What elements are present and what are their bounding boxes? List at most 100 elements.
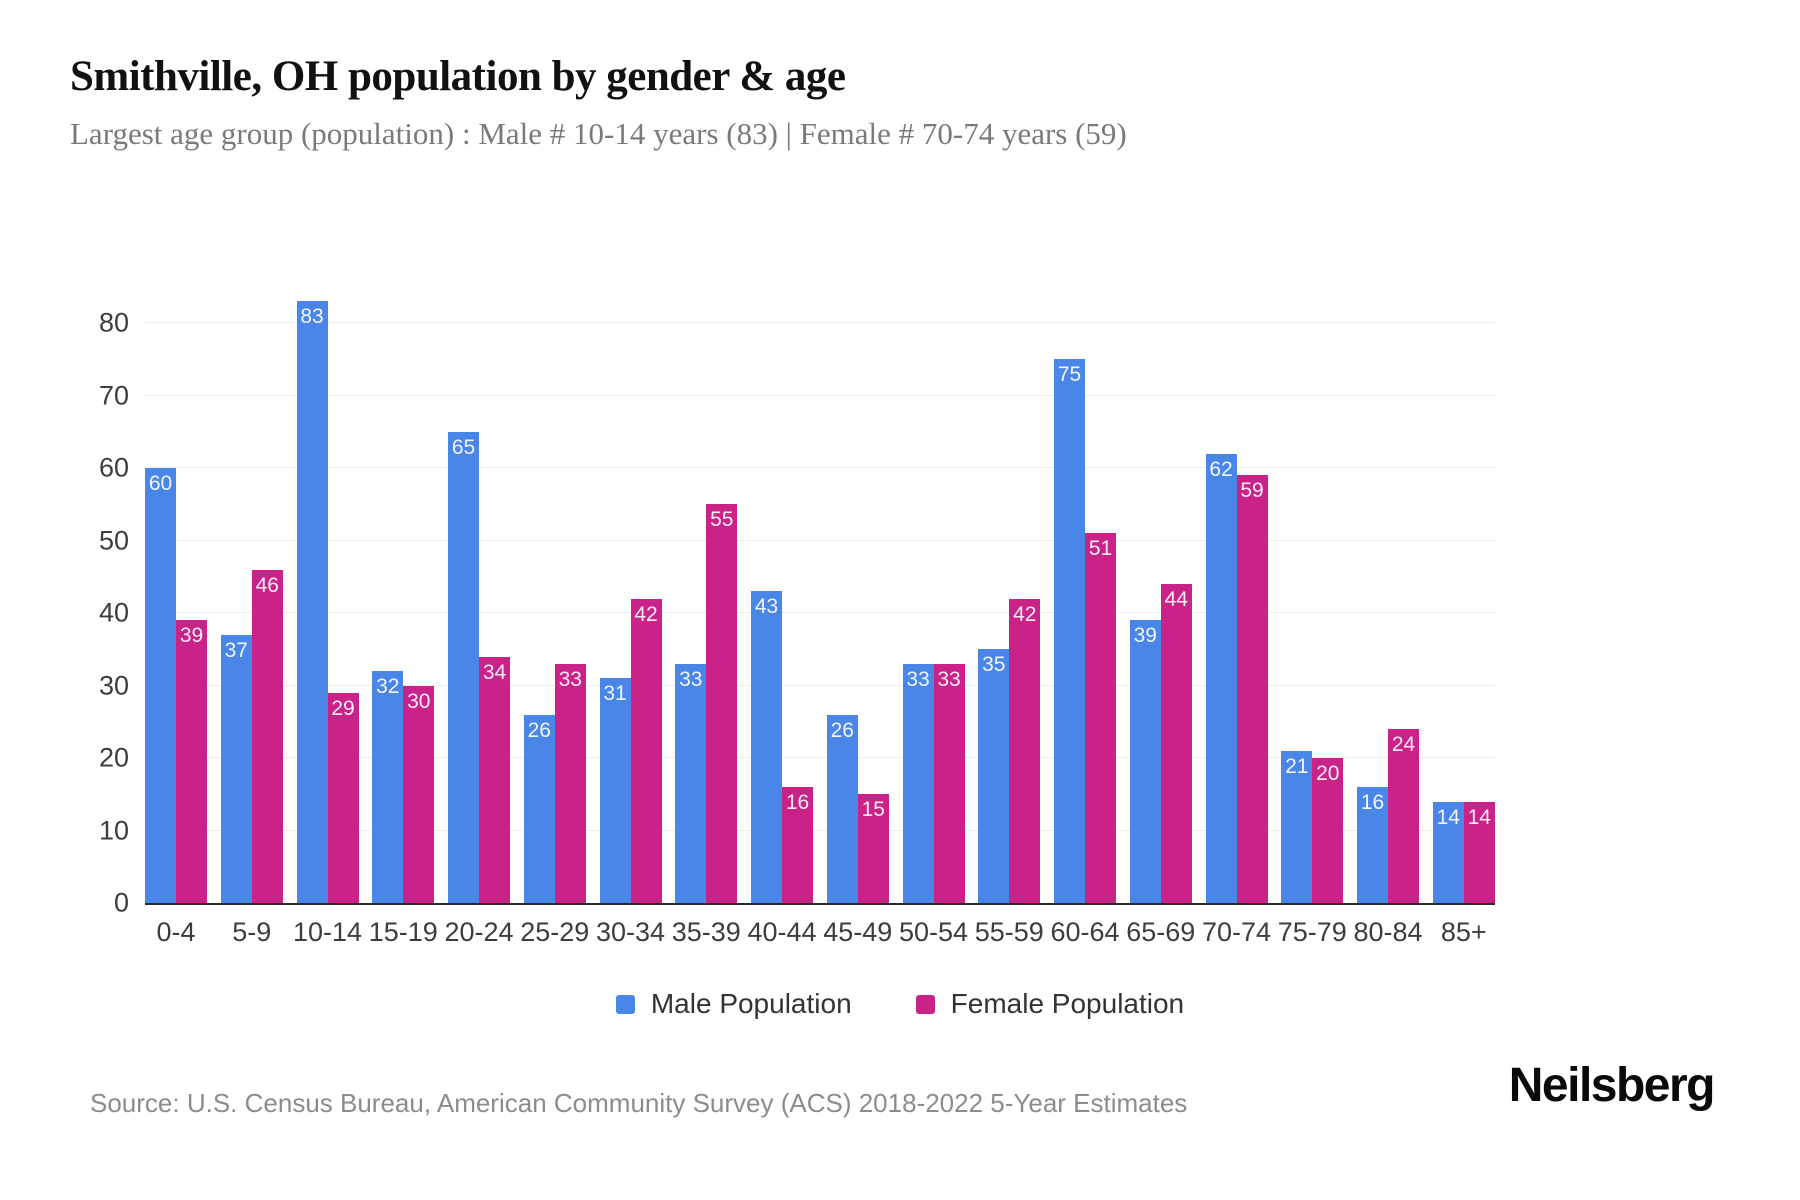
bar-male-40-44: 43 [751, 591, 782, 903]
bar-group-10-14: 83 29 10-14 [293, 263, 362, 947]
bar-value-label: 60 [148, 472, 173, 495]
bar-value-label: 46 [255, 573, 279, 597]
bar-value-label: 39 [179, 624, 204, 648]
bar-value-label: 15 [861, 798, 885, 822]
y-axis-tick-label-20: 20 [98, 742, 129, 773]
x-axis-category-label-80-84: 80-84 [1353, 917, 1423, 947]
bar-female-80-84: 24 [1388, 729, 1419, 903]
bar-value-label: 75 [1057, 363, 1082, 387]
y-axis-tick-label-10: 10 [98, 815, 129, 845]
bar-male-50-54: 33 [902, 663, 934, 903]
bar-male-15-19: 32 [372, 671, 404, 903]
bar-value-label: 20 [1316, 762, 1340, 785]
bar-value-label: 14 [1467, 805, 1491, 829]
y-axis-tick-label-30: 30 [98, 670, 129, 700]
x-axis-category-label-75-79: 75-79 [1277, 917, 1347, 947]
bar-male-10-14: 83 [296, 301, 328, 903]
bar-value-label: 26 [527, 718, 551, 742]
bar-value-label: 59 [1240, 479, 1264, 503]
x-axis-category-label-65-69: 65-69 [1126, 917, 1196, 947]
chart-legend: Male Population Female Population [0, 988, 1800, 1020]
bar-group-85+: 14 14 85+ [1432, 263, 1495, 947]
bar-male-45-49: 26 [826, 714, 858, 903]
bar-female-85+: 14 [1463, 801, 1495, 903]
bar-group-25-29: 26 33 25-29 [520, 263, 589, 947]
bar-group-0-4: 60 39 0-4 [145, 263, 207, 947]
bar-female-30-34: 42 [630, 598, 662, 903]
bar-value-label: 55 [710, 508, 734, 532]
bar-group-60-64: 75 51 60-64 [1050, 263, 1120, 947]
legend-item-male: Male Population [615, 988, 852, 1020]
bar-group-35-39: 33 55 35-39 [672, 263, 741, 947]
bar-value-label: 42 [1013, 602, 1037, 626]
bar-male-35-39: 33 [675, 663, 707, 903]
y-axis-tick-label-50: 50 [98, 525, 129, 555]
bar-group-65-69: 39 44 65-69 [1126, 263, 1195, 947]
bar-female-70-74: 59 [1236, 475, 1268, 903]
bar-groups: 60 39 0-4 37 46 5-9 83 29 10-14 32 30 15-19 65 34 20-2… [145, 263, 1495, 947]
bar-group-15-19: 32 30 15-19 [369, 263, 438, 947]
gridline-80 [145, 322, 1495, 323]
legend-label-female: Female Population [950, 988, 1185, 1019]
bar-value-label: 21 [1285, 754, 1309, 778]
x-axis-category-label-55-59: 55-59 [974, 917, 1044, 947]
x-axis-category-label-70-74: 70-74 [1201, 917, 1272, 947]
x-axis-category-label-30-34: 30-34 [595, 917, 666, 947]
bar-value-label: 65 [451, 435, 476, 459]
bar-value-label: 29 [331, 696, 355, 720]
bar-male-75-79: 21 [1281, 750, 1313, 903]
bar-male-25-29: 26 [523, 714, 555, 903]
bar-female-55-59: 42 [1009, 598, 1041, 903]
x-axis-category-label-40-44: 40-44 [747, 917, 817, 947]
x-axis-category-label-85+: 85+ [1440, 917, 1487, 947]
page-title: Smithville, OH population by gender & ag… [70, 53, 846, 100]
bar-female-35-39: 55 [706, 504, 738, 903]
bar-value-label: 34 [482, 660, 507, 684]
source-text: Source: U.S. Census Bureau, American Com… [90, 1088, 1188, 1118]
bar-male-85+: 14 [1432, 801, 1464, 903]
bar-group-5-9: 37 46 5-9 [220, 263, 283, 947]
bar-group-75-79: 21 20 75-79 [1278, 263, 1347, 947]
bar-group-50-54: 33 33 50-54 [899, 263, 968, 947]
bar-female-15-19: 30 [403, 685, 435, 903]
gridline-50 [145, 539, 1495, 541]
x-axis-category-label-20-24: 20-24 [444, 917, 514, 947]
legend-swatch-male [615, 994, 635, 1014]
bar-female-25-29: 33 [554, 663, 586, 903]
legend-item-female: Female Population [915, 988, 1185, 1020]
x-axis-category-label-45-49: 45-49 [823, 917, 893, 947]
x-axis-category-label-60-64: 60-64 [1050, 917, 1120, 947]
bar-male-20-24: 65 [448, 431, 479, 903]
bar-male-60-64: 75 [1054, 359, 1085, 903]
bar-value-label: 30 [407, 689, 431, 713]
x-axis-category-label-15-19: 15-19 [368, 917, 438, 947]
page-subtitle: Largest age group (population) : Male # … [70, 116, 1127, 151]
y-axis-tick-label-70: 70 [98, 380, 129, 410]
bar-value-label: 33 [558, 667, 582, 691]
bar-female-20-24: 34 [479, 656, 510, 903]
bar-value-label: 33 [906, 667, 930, 691]
x-axis-category-label-10-14: 10-14 [292, 917, 363, 947]
bar-group-40-44: 43 16 40-44 [747, 263, 817, 947]
bar-female-50-54: 33 [933, 663, 965, 903]
gridline-20 [145, 757, 1495, 758]
bar-group-55-59: 35 42 55-59 [975, 263, 1044, 947]
x-axis-category-label-35-39: 35-39 [671, 917, 741, 947]
y-axis-tick-label-60: 60 [98, 452, 129, 483]
gridline-30 [145, 684, 1495, 686]
bar-value-label: 83 [300, 305, 324, 329]
bar-female-40-44: 16 [782, 787, 813, 903]
bar-value-label: 16 [1360, 791, 1385, 814]
bar-value-label: 33 [679, 667, 703, 691]
bar-male-5-9: 37 [220, 634, 252, 903]
gridline-40 [145, 612, 1495, 613]
bar-value-label: 51 [1088, 537, 1113, 561]
gridline-60 [145, 467, 1495, 468]
bar-value-label: 31 [603, 682, 627, 706]
x-axis-category-label-50-54: 50-54 [898, 917, 969, 947]
bar-value-label: 33 [937, 667, 961, 691]
bar-group-30-34: 31 42 30-34 [596, 263, 665, 947]
bar-female-10-14: 29 [327, 692, 359, 903]
bar-male-0-4: 60 [145, 468, 176, 903]
